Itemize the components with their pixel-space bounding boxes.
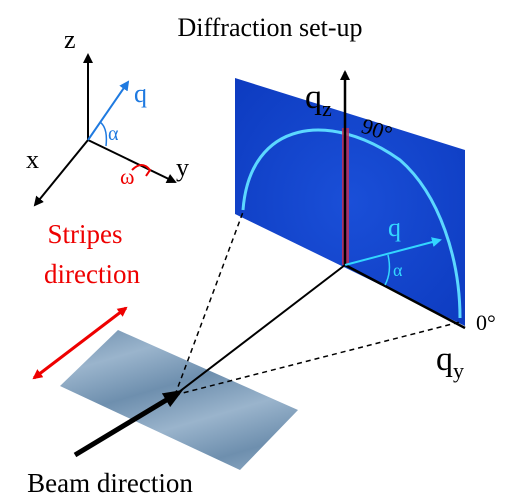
z-label: z: [64, 25, 76, 54]
sample: [60, 330, 298, 470]
qz-sub: z: [322, 96, 332, 121]
projection-line: [174, 321, 461, 396]
qz-q: q: [305, 79, 322, 116]
alpha-arc: [384, 254, 391, 286]
qy-axis: [344, 263, 466, 330]
x-label: x: [26, 145, 39, 174]
alpha-label: α: [108, 123, 119, 145]
omega-label: ω: [120, 164, 134, 189]
q-arrow: [344, 237, 442, 266]
projection-line: [174, 211, 244, 396]
stripes-label: direction: [44, 259, 140, 289]
qy-label: qy: [436, 341, 464, 383]
stripes-arrow: [32, 306, 128, 380]
incident-beam: [73, 389, 184, 458]
qy-sub: y: [453, 358, 464, 383]
stripes-label: Stripes: [47, 219, 122, 249]
frame: [33, 53, 177, 207]
detector: [235, 78, 465, 326]
scattered-beam: [174, 264, 346, 396]
beam-label: Beam direction: [27, 468, 193, 498]
title: Diffraction set-up: [177, 13, 362, 42]
qy-q: q: [436, 341, 453, 378]
detector-alpha: α: [393, 260, 403, 280]
y-label: y: [176, 153, 189, 182]
q-label: q: [134, 79, 147, 108]
diffraction-ring: [241, 128, 462, 319]
detector-q: q: [388, 213, 401, 242]
angle-0: 0°: [476, 310, 496, 335]
qz-label: qz: [305, 79, 332, 121]
